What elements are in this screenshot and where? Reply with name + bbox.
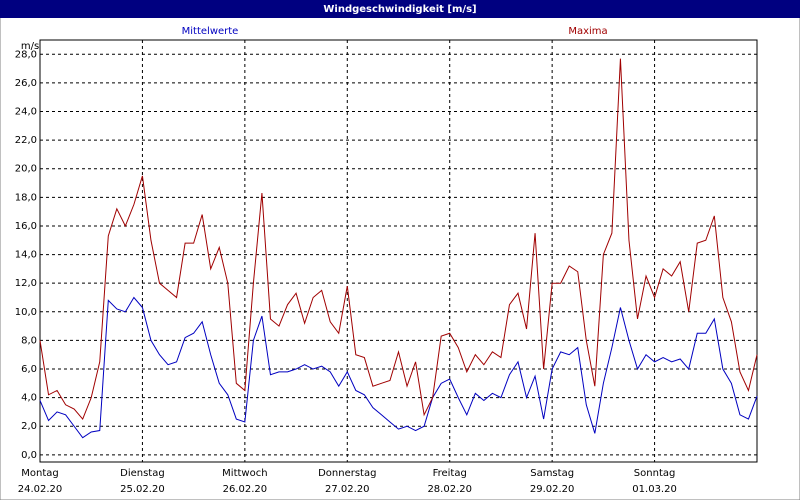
x-tick-label: Donnerstag — [318, 468, 376, 479]
x-tick-date: 27.02.20 — [325, 484, 370, 495]
series-line — [39, 296, 758, 439]
title-bar — [0, 0, 800, 18]
x-tick-date: 25.02.20 — [120, 484, 165, 495]
chart-title: Windgeschwindigkeit [m/s] — [323, 4, 476, 15]
legend-label: Maxima — [568, 26, 607, 37]
y-tick-label: 6,0 — [21, 364, 37, 375]
plot-frame — [39, 39, 758, 463]
y-tick-label: 16,0 — [15, 221, 37, 232]
x-tick-label: Montag — [21, 468, 58, 479]
y-tick-label: 4,0 — [21, 393, 37, 404]
x-tick-date: 29.02.20 — [530, 484, 575, 495]
legend-label: Mittelwerte — [182, 26, 239, 37]
y-tick-label: 20,0 — [15, 164, 37, 175]
y-tick-label: 8,0 — [21, 335, 37, 346]
y-tick-label: 2,0 — [21, 421, 37, 432]
x-tick-label: Mittwoch — [222, 468, 267, 479]
x-tick-date: 01.03.20 — [632, 484, 677, 495]
y-tick-label: 12,0 — [15, 278, 37, 289]
x-tick-label: Freitag — [433, 468, 467, 479]
series-line — [39, 58, 758, 421]
y-tick-label: 28,0 — [15, 49, 37, 60]
x-tick-label: Samstag — [530, 468, 574, 479]
x-tick-date: 26.02.20 — [223, 484, 268, 495]
y-tick-label: 26,0 — [15, 78, 37, 89]
y-tick-label: 0,0 — [21, 450, 37, 461]
y-tick-label: 22,0 — [15, 135, 37, 146]
y-tick-label: 14,0 — [15, 250, 37, 261]
x-tick-label: Dienstag — [120, 468, 165, 479]
x-tick-date: 28.02.20 — [427, 484, 472, 495]
y-tick-label: 10,0 — [15, 307, 37, 318]
x-tick-label: Sonntag — [634, 468, 676, 479]
y-tick-label: 24,0 — [15, 107, 37, 118]
y-tick-label: 18,0 — [15, 192, 37, 203]
x-tick-date: 24.02.20 — [18, 484, 63, 495]
y-unit: m/s — [21, 41, 39, 52]
